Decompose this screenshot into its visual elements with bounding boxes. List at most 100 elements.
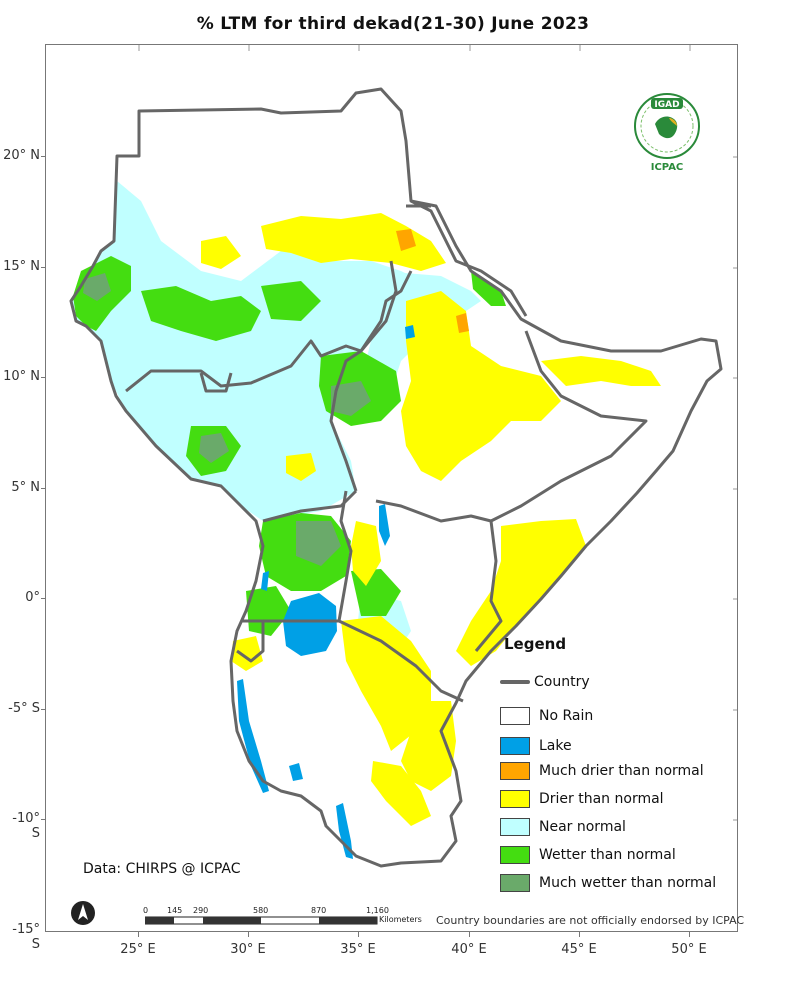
icpac-logo: IGAD ICPAC: [634, 93, 700, 173]
lake-tanganyika: [237, 679, 269, 793]
border-outer: [69, 87, 723, 868]
lat-label-10s: -10° S: [12, 811, 40, 841]
lat-tick: [41, 598, 46, 599]
legend-item-label: Wetter than normal: [539, 847, 676, 863]
lat-label-10n: 10° N: [3, 369, 40, 384]
frame-ticks: [138, 45, 737, 821]
legend-swatch: [500, 737, 530, 755]
lat-label-5n: 5° N: [11, 480, 40, 495]
logo-igad-text: IGAD: [654, 100, 679, 110]
lon-label-40e: 40° E: [451, 942, 487, 957]
legend-item-label: Near normal: [539, 819, 626, 835]
legend-country-row: Country: [500, 671, 590, 693]
lake-turkana: [379, 504, 390, 546]
legend-swatch: [500, 762, 530, 780]
region-drier-tanzania-central: [341, 616, 431, 751]
scale-tick-label: 1,160: [366, 906, 389, 915]
scale-bar-graphic: [145, 916, 378, 925]
lake-albert: [261, 571, 269, 591]
land-regions: [71, 89, 721, 866]
legend-item-label: Lake: [539, 738, 572, 754]
legend-item-much-drier: Much drier than normal: [500, 760, 704, 782]
lon-tick: [689, 932, 690, 937]
legend-item-no-rain: No Rain: [500, 705, 593, 727]
lake-victoria: [283, 593, 337, 656]
region-drier-somalia-north: [541, 356, 661, 386]
lake-malawi: [336, 803, 353, 859]
scale-unit-label: Kilometers: [379, 915, 422, 924]
legend-item-label: Much wetter than normal: [539, 875, 717, 891]
region-drier-south: [371, 761, 431, 826]
country-borders: [69, 87, 723, 868]
region-drier-burundi: [231, 636, 263, 671]
border-darfur-bump: [199, 372, 233, 393]
legend-item-near-normal: Near normal: [500, 816, 626, 838]
region-near-normal-west: [71, 181, 421, 521]
legend-item-lake: Lake: [500, 735, 572, 757]
region-wetter-eritrea: [471, 271, 506, 306]
lat-label-0: 0°: [25, 590, 40, 605]
lon-tick: [138, 932, 139, 937]
lat-tick: [41, 377, 46, 378]
region-much-wetter-southsudan: [331, 381, 371, 416]
border-sudan-southsudan: [125, 270, 413, 393]
map-legend: Legend Country No Rain Lake Much drier t…: [498, 632, 738, 900]
region-drier-tanzania-coast: [401, 701, 456, 791]
lat-label-15n: 15° N: [3, 259, 40, 274]
legend-item-label: Much drier than normal: [539, 763, 704, 779]
legend-item-label: Drier than normal: [539, 791, 664, 807]
legend-swatch: [500, 818, 530, 836]
region-wetter-darfur: [261, 281, 321, 321]
region-wetter-lakeregion: [246, 586, 291, 636]
data-credit: Data: CHIRPS @ ICPAC: [83, 861, 241, 877]
region-drier-ethiopia: [401, 291, 561, 481]
border-rwanda-burundi: [236, 619, 265, 663]
border-eritrea-ethiopia: [410, 199, 528, 317]
country-line-swatch: [500, 680, 530, 684]
legend-swatch: [500, 846, 530, 864]
region-wetter-sudan: [141, 286, 261, 341]
border-uganda-southsudan: [262, 489, 358, 523]
lat-tick: [41, 156, 46, 157]
border-ethiopia-sudan: [329, 260, 398, 492]
scale-bar: 0 145 290 580 870 1,160 Kilometers: [143, 906, 435, 930]
legend-title: Legend: [504, 635, 567, 653]
lat-tick: [41, 488, 46, 489]
scale-tick-label: 580: [253, 906, 269, 915]
region-much-drier-ethiopia: [456, 313, 469, 333]
legend-swatch: [500, 790, 530, 808]
legend-country-label: Country: [534, 674, 590, 690]
lat-tick: [41, 267, 46, 268]
region-drier-kenya: [351, 521, 381, 586]
region-drier-southsudan: [286, 453, 316, 481]
lat-label-5s: -5° S: [8, 701, 40, 716]
lon-label-30e: 30° E: [230, 942, 266, 957]
legend-swatch: [500, 874, 530, 892]
map-canvas: [69, 45, 737, 868]
boundary-disclaimer: Country boundaries are not officially en…: [436, 914, 745, 927]
lon-tick: [248, 932, 249, 937]
region-much-drier-sudan: [396, 229, 416, 251]
map-title: % LTM for third dekad(21-30) June 2023: [196, 14, 590, 34]
region-drier-somalia-south: [456, 519, 586, 666]
map-frame: [45, 44, 738, 932]
legend-swatch: [500, 707, 530, 725]
scale-tick-label: 290: [193, 906, 209, 915]
border-kenya-tanzania: [338, 619, 464, 703]
scale-tick-label: 145: [167, 906, 183, 915]
region-drier-sudan-north: [261, 213, 446, 271]
lon-label-25e: 25° E: [120, 942, 156, 957]
logo-icpac-text: ICPAC: [651, 162, 684, 173]
legend-item-drier: Drier than normal: [500, 788, 664, 810]
region-much-wetter-car: [199, 433, 229, 463]
border-ethiopia-somalia: [375, 330, 648, 523]
lake-tana: [405, 325, 415, 339]
lon-tick: [358, 932, 359, 937]
lat-tick: [41, 819, 46, 820]
north-arrow-icon: [71, 901, 95, 925]
region-drier-sudan-west: [201, 236, 241, 269]
lat-tick: [41, 709, 46, 710]
border-kenya-somalia: [474, 520, 503, 652]
lon-label-45e: 45° E: [561, 942, 597, 957]
lat-label-15s: -15° S: [12, 922, 40, 952]
